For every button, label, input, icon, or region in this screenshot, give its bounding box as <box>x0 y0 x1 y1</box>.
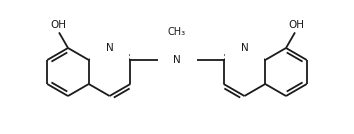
Text: OH: OH <box>50 20 66 30</box>
Text: N: N <box>173 55 181 65</box>
Text: N: N <box>106 43 113 53</box>
Text: CH₃: CH₃ <box>168 27 186 37</box>
Text: OH: OH <box>288 20 304 30</box>
Text: N: N <box>241 43 248 53</box>
